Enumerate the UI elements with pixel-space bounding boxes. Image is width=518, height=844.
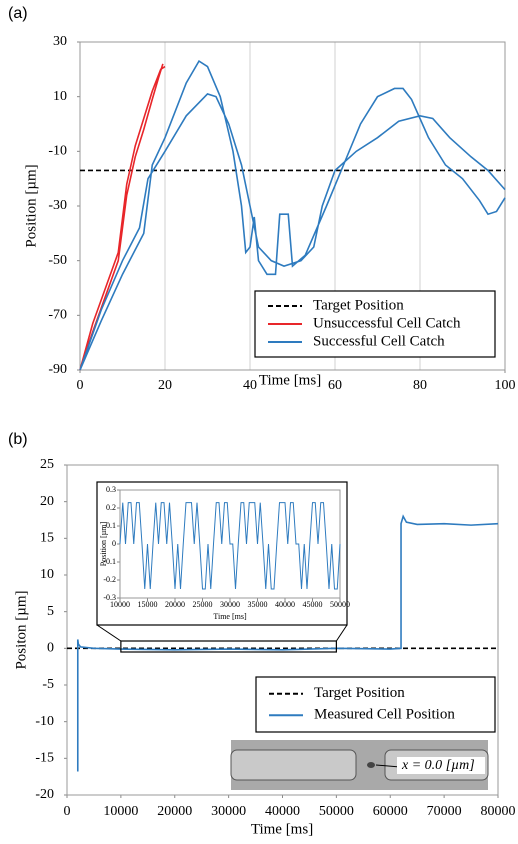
legend-label: Successful Cell Catch (313, 333, 445, 349)
y-tick-label: 0 (47, 641, 54, 656)
annotation-arrow (375, 764, 401, 768)
x-tick-label: 70000 (427, 804, 462, 819)
y-tick-label: -30 (48, 198, 67, 213)
x-tick-label: 80 (413, 378, 427, 393)
y-tick-label: -10 (35, 714, 54, 729)
y-tick-label: -5 (42, 677, 54, 692)
legend-box (255, 676, 496, 733)
panel-label: (a) (8, 5, 28, 22)
inset-frame (96, 481, 348, 626)
y-tick-label: -15 (35, 751, 54, 766)
plot-frame (79, 41, 506, 371)
legend-label: Measured Cell Position (314, 707, 455, 723)
x-tick-label: 20000 (165, 600, 185, 609)
x-tick-label: 0 (77, 378, 84, 393)
x-tick-label: 45000 (303, 600, 323, 609)
x-tick-label: 60 (328, 378, 342, 393)
data-line (79, 63, 166, 371)
x-tick-label: 100 (495, 378, 516, 393)
y-tick-label: -0.2 (103, 575, 116, 584)
y-tick-label: -10 (48, 144, 67, 159)
x-tick-label: 0 (64, 804, 71, 819)
annotation-bg (397, 757, 485, 774)
x-tick-label: 60000 (373, 804, 408, 819)
x-tick-label: 10000 (110, 600, 130, 609)
panel-label: (b) (8, 431, 28, 448)
y-tick-label: 0.1 (106, 521, 116, 530)
y-tick-label: -0.1 (103, 557, 116, 566)
x-tick-label: 15000 (138, 600, 158, 609)
x-tick-label: 20 (158, 378, 172, 393)
x-axis-label: Time [ms] (259, 372, 321, 388)
x-axis-label: Time [ms] (251, 821, 313, 837)
x-tick-label: 40000 (275, 600, 295, 609)
y-tick-label: 0 (112, 539, 116, 548)
y-tick-label: 25 (40, 457, 54, 472)
y-tick-label: 5 (47, 604, 54, 619)
legend-label: Target Position (313, 297, 404, 313)
x-tick-label: 50000 (330, 600, 350, 609)
x-tick-label: 30000 (211, 804, 246, 819)
zoom-connector (335, 624, 348, 642)
y-tick-label: -50 (48, 253, 67, 268)
zoom-box (120, 640, 337, 653)
legend-label: Target Position (314, 685, 405, 701)
data-line (79, 60, 506, 371)
y-tick-label: 0.3 (106, 485, 116, 494)
y-tick-label: 10 (53, 89, 67, 104)
legend-label: Unsuccessful Cell Catch (313, 315, 461, 331)
x-tick-label: 25000 (193, 600, 213, 609)
x-tick-label: 40000 (265, 804, 300, 819)
y-axis-label: Positon [µm] (13, 590, 29, 669)
y-tick-label: 30 (53, 34, 67, 49)
y-axis-label: Position [µm] (23, 164, 39, 247)
y-tick-label: 20 (40, 494, 54, 509)
x-tick-label: 10000 (103, 804, 138, 819)
x-tick-label: 35000 (248, 600, 268, 609)
x-tick-label: 50000 (319, 804, 354, 819)
y-tick-label: -20 (35, 787, 54, 802)
zoom-connector (96, 624, 122, 642)
y-tick-label: 15 (40, 531, 54, 546)
x-axis-label: Time [ms] (213, 612, 247, 621)
x-tick-label: 40 (243, 378, 257, 393)
x-tick-label: 30000 (220, 600, 240, 609)
y-axis-label: Position [µm] (99, 521, 108, 566)
plot-frame (66, 464, 499, 796)
y-tick-label: -90 (48, 362, 67, 377)
x-tick-label: 80000 (481, 804, 516, 819)
y-tick-label: 0.2 (106, 503, 116, 512)
annotation: x = 0.0 [µm] (401, 758, 475, 773)
x-tick-label: 20000 (157, 804, 192, 819)
y-tick-label: -0.3 (103, 593, 116, 602)
y-tick-label: -70 (48, 308, 67, 323)
y-tick-label: 10 (40, 567, 54, 582)
data-line (119, 502, 341, 590)
